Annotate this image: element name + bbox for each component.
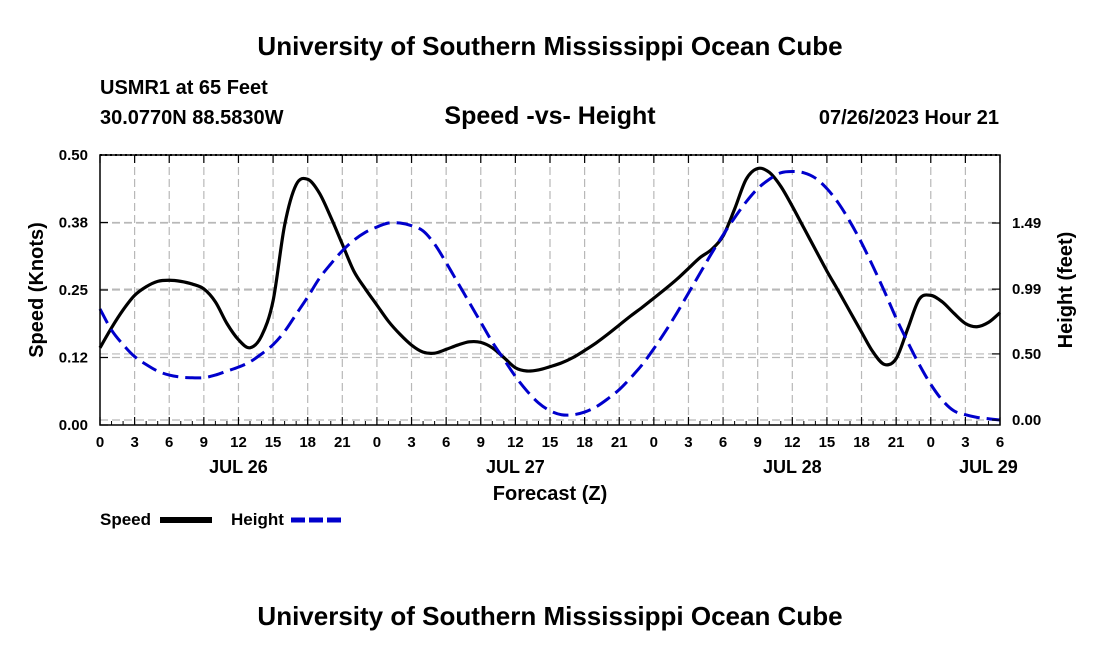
x-tick-label: 9: [477, 434, 485, 451]
x-tick-label: 18: [576, 434, 593, 451]
y-axis-label-right: Height (feet): [1055, 232, 1077, 349]
y-left-tick-label: 0.38: [59, 215, 88, 232]
x-tick-label: 18: [299, 434, 316, 451]
x-tick-label: 9: [754, 434, 762, 451]
date-label: JUL 27: [486, 457, 545, 477]
x-tick-label: 21: [888, 434, 905, 451]
x-tick-label: 3: [130, 434, 138, 451]
y-axis-label-left: Speed (Knots): [26, 222, 48, 358]
legend-height-label: Height: [231, 510, 284, 529]
x-axis-label: Forecast (Z): [493, 483, 607, 505]
station-label: USMR1 at 65 Feet: [100, 77, 268, 99]
y-left-tick-label: 0.25: [59, 282, 88, 299]
x-tick-label: 0: [373, 434, 381, 451]
timestamp-label: 07/26/2023 Hour 21: [819, 107, 999, 129]
chart-subtitle: Speed -vs- Height: [444, 102, 656, 130]
x-tick-label: 12: [507, 434, 524, 451]
x-tick-label: 6: [165, 434, 173, 451]
x-tick-label: 15: [819, 434, 836, 451]
date-label: JUL 28: [763, 457, 822, 477]
x-tick-label: 15: [542, 434, 559, 451]
x-tick-label: 9: [200, 434, 208, 451]
y-left-tick-label: 0.50: [59, 147, 88, 164]
tick-labels: 0 3 6 9 12 15 18 21 0 3 6 9 12 15 18 21 0 3 6 9 12 15 18 21 0 3 6 J…: [59, 147, 1041, 477]
date-label: JUL 29: [959, 457, 1018, 477]
x-tick-label: 6: [996, 434, 1004, 451]
series-line-speed: [98, 166, 1002, 373]
legend-speed-label: Speed: [100, 510, 151, 529]
y-left-tick-label: 0.00: [59, 417, 88, 434]
x-tick-label: 6: [442, 434, 450, 451]
y-left-tick-label: 0.12: [59, 350, 88, 367]
x-tick-label: 12: [784, 434, 801, 451]
chart-title: University of Southern Mississippi Ocean…: [257, 31, 842, 61]
y-right-tick-label: 0.99: [1012, 281, 1041, 298]
x-tick-label: 3: [684, 434, 692, 451]
legend: Speed Height: [100, 510, 343, 529]
x-tick-label: 0: [96, 434, 104, 451]
x-tick-label: 21: [611, 434, 628, 451]
y-right-tick-label: 0.00: [1012, 412, 1041, 429]
x-tick-label: 18: [853, 434, 870, 451]
x-tick-label: 12: [230, 434, 247, 451]
location-label: 30.0770N 88.5830W: [100, 107, 284, 129]
axis-ticks: [99, 154, 1001, 426]
x-tick-label: 3: [961, 434, 969, 451]
series-line-height: [98, 169, 1001, 422]
x-tick-label: 0: [650, 434, 658, 451]
y-right-tick-label: 1.49: [1012, 215, 1041, 232]
x-tick-label: 3: [407, 434, 415, 451]
x-tick-label: 21: [334, 434, 351, 451]
x-tick-label: 0: [927, 434, 935, 451]
y-right-tick-label: 0.50: [1012, 346, 1041, 363]
x-tick-label: 15: [265, 434, 282, 451]
footer-title: University of Southern Mississippi Ocean…: [257, 601, 842, 631]
x-tick-label: 6: [719, 434, 727, 451]
grid-lines: [100, 154, 1000, 425]
series-layer: [98, 166, 1002, 422]
date-label: JUL 26: [209, 457, 268, 477]
